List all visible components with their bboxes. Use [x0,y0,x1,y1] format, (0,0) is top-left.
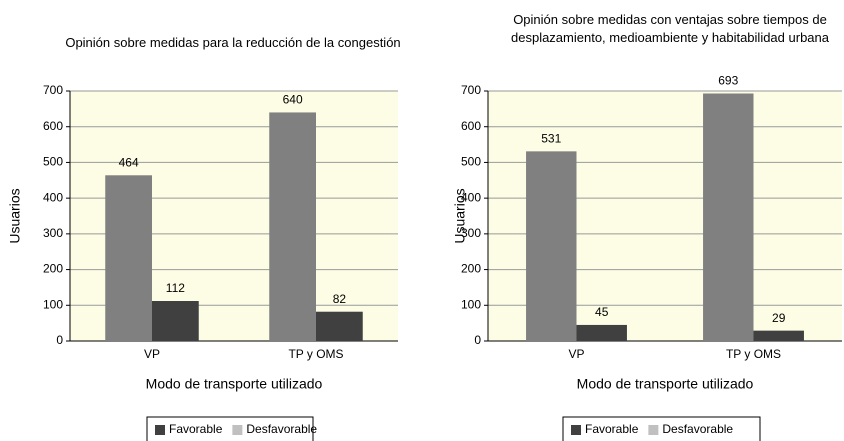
x-axis-label: Modo de transporte utilizado [146,376,323,392]
y-tick-label: 400 [43,190,63,204]
y-tick-label: 500 [461,155,481,169]
legend-swatch [155,425,165,435]
value-label: 693 [718,74,738,88]
legend-label: Desfavorable [246,422,317,436]
y-axis-label: Usuarios [452,188,468,243]
legend-swatch [648,425,659,435]
y-tick-label: 0 [474,333,481,347]
legend-swatch [232,425,243,435]
value-label: 464 [119,155,139,169]
legend-swatch [571,425,581,435]
x-tick-label: TP y OMS [288,347,343,361]
y-tick-label: 700 [43,83,63,97]
y-tick-label: 200 [461,262,481,276]
value-label: 45 [595,305,609,319]
value-label: 112 [166,281,185,295]
y-tick-label: 100 [461,297,481,311]
y-tick-label: 300 [461,226,481,240]
y-tick-label: 500 [43,155,63,169]
bar [105,175,152,341]
bar [269,112,316,341]
y-tick-label: 200 [43,262,63,276]
x-axis-label: Modo de transporte utilizado [577,376,754,392]
legend-box [146,416,314,441]
chart-title: Opinión sobre medidas con ventajas sobre… [511,12,829,45]
legend-label: Favorable [585,422,639,436]
legend-box [562,416,761,441]
bar [152,301,199,341]
chart-title: Opinión sobre medidas para la reducción … [65,35,401,50]
legend-label: Desfavorable [662,422,733,436]
value-label: 82 [333,292,347,306]
y-tick-label: 0 [56,333,63,347]
bar [703,93,754,341]
value-label: 640 [283,93,303,107]
bar [753,330,804,341]
y-tick-label: 600 [43,119,63,133]
y-tick-label: 700 [461,83,481,97]
y-tick-label: 300 [43,226,63,240]
y-tick-label: 600 [461,119,481,133]
y-axis-label: Usuarios [7,188,23,243]
y-tick-label: 100 [43,297,63,311]
bar [576,324,627,341]
legend-label: Favorable [169,422,223,436]
y-tick-label: 400 [461,190,481,204]
x-tick-label: VP [144,347,160,361]
x-tick-label: VP [568,347,584,361]
x-tick-label: TP y OMS [726,347,781,361]
bar [526,151,577,341]
bar [316,311,363,341]
value-label: 29 [772,311,786,325]
value-label: 531 [541,132,561,146]
